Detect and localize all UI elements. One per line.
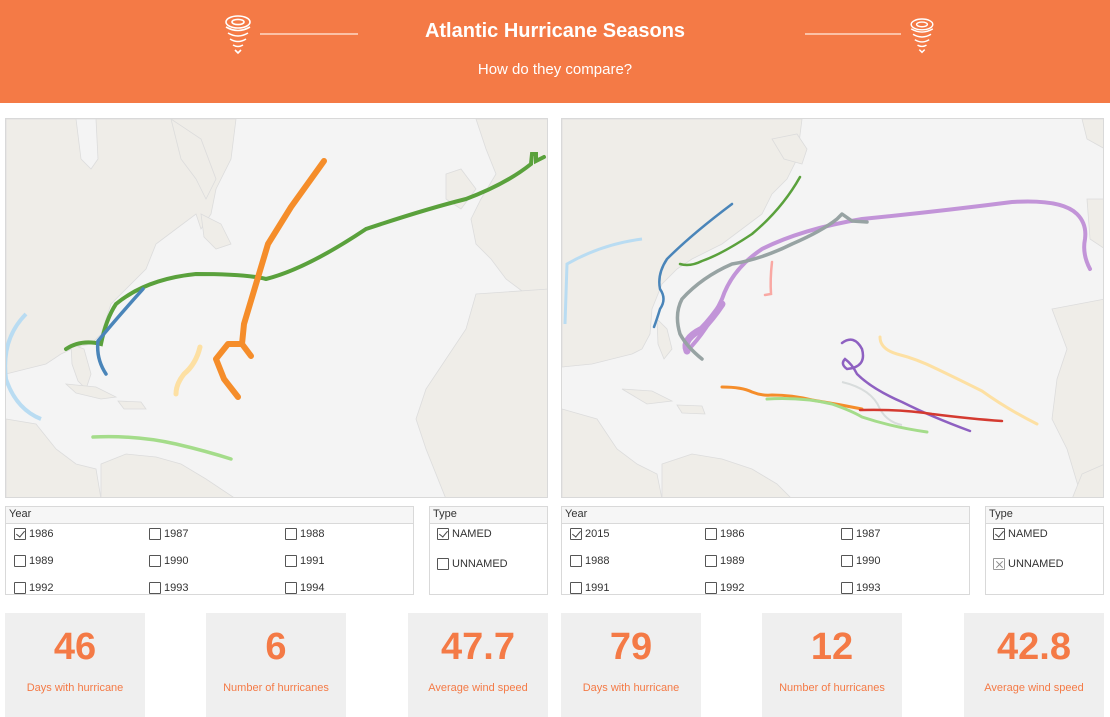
hurricane-map-right[interactable]	[561, 118, 1104, 498]
checkbox[interactable]	[285, 528, 297, 540]
checkbox[interactable]	[149, 528, 161, 540]
year-filter-label: Year	[6, 507, 413, 524]
type-option-unnamed[interactable]: UNNAMED	[437, 557, 508, 571]
stat-label: Days with hurricane	[582, 682, 680, 694]
year-option-2015[interactable]: 2015	[570, 527, 609, 541]
track-red	[858, 408, 1004, 423]
checkbox[interactable]	[149, 555, 161, 567]
page-subtitle: How do they compare?	[477, 61, 633, 78]
header-rule-right	[805, 33, 901, 35]
year-filter-right: Year 2015 1986 1987 1988 1989 1990 1991 …	[561, 506, 970, 595]
year-option-1987[interactable]: 1987	[841, 527, 880, 541]
track-gray	[675, 212, 869, 361]
checkbox-excluded[interactable]	[993, 558, 1005, 570]
checkbox[interactable]	[570, 528, 582, 540]
year-option-1991[interactable]: 1991	[570, 581, 609, 595]
hurricane-map-left[interactable]	[5, 118, 548, 498]
header-banner: Atlantic Hurricane Seasons How do they c…	[0, 0, 1110, 103]
stat-count-left: 6 Number of hurricanes	[206, 613, 346, 717]
checkbox[interactable]	[841, 528, 853, 540]
header-rule-left	[260, 33, 358, 35]
type-option-named[interactable]: NAMED	[437, 527, 492, 541]
track-lightgray	[841, 381, 903, 426]
year-option-1987[interactable]: 1987	[149, 527, 188, 541]
tornado-icon	[225, 15, 251, 55]
stat-wind-right: 42.8 Average wind speed	[964, 613, 1104, 717]
stat-label: Average wind speed	[428, 682, 528, 694]
type-filter-left: Type NAMED UNNAMED	[429, 506, 548, 595]
track-lavender	[685, 199, 1092, 353]
stat-label: Number of hurricanes	[223, 682, 329, 694]
year-option-1991[interactable]: 1991	[285, 554, 324, 568]
land	[6, 119, 547, 497]
checkbox[interactable]	[437, 558, 449, 570]
track-lightgreen	[765, 397, 929, 434]
year-option-1990[interactable]: 1990	[149, 554, 188, 568]
checkbox[interactable]	[570, 555, 582, 567]
checkbox[interactable]	[437, 528, 449, 540]
track-lightgreen	[91, 434, 233, 461]
stat-days-right: 79 Days with hurricane	[561, 613, 701, 717]
land	[562, 119, 1103, 497]
checkbox[interactable]	[14, 555, 26, 567]
track-blue	[652, 202, 734, 329]
track-lightblue	[6, 312, 42, 421]
type-option-named[interactable]: NAMED	[993, 527, 1048, 541]
stat-value: 47.7	[441, 626, 515, 668]
stat-label: Days with hurricane	[26, 682, 124, 694]
stat-days-left: 46 Days with hurricane	[5, 613, 145, 717]
type-option-unnamed[interactable]: UNNAMED	[993, 557, 1064, 571]
checkbox[interactable]	[14, 528, 26, 540]
tornado-icon	[910, 18, 934, 54]
track-paleyellow	[173, 344, 203, 397]
checkbox[interactable]	[841, 555, 853, 567]
type-filter-right: Type NAMED UNNAMED	[985, 506, 1104, 595]
track-green	[678, 175, 802, 267]
checkbox[interactable]	[705, 555, 717, 567]
year-option-1993[interactable]: 1993	[149, 581, 188, 595]
stat-value: 46	[53, 626, 97, 668]
checkbox[interactable]	[149, 582, 161, 594]
stat-value: 6	[265, 626, 287, 668]
checkbox[interactable]	[14, 582, 26, 594]
year-option-1993[interactable]: 1993	[841, 581, 880, 595]
year-option-1992[interactable]: 1992	[705, 581, 744, 595]
track-lightblue	[563, 237, 643, 325]
track-pink	[763, 260, 774, 297]
track-orange	[213, 158, 327, 400]
stat-count-right: 12 Number of hurricanes	[762, 613, 902, 717]
track-purple	[840, 338, 972, 433]
track-green	[64, 152, 546, 351]
checkbox[interactable]	[285, 555, 297, 567]
track-paleyellow	[878, 335, 1039, 426]
year-option-1988[interactable]: 1988	[285, 527, 324, 541]
checkbox[interactable]	[285, 582, 297, 594]
type-filter-label: Type	[986, 507, 1103, 524]
stat-value: 79	[609, 626, 653, 668]
type-filter-label: Type	[430, 507, 547, 524]
stat-label: Average wind speed	[984, 682, 1084, 694]
year-option-1986[interactable]: 1986	[705, 527, 744, 541]
checkbox[interactable]	[570, 582, 582, 594]
stat-value: 42.8	[997, 626, 1071, 668]
checkbox[interactable]	[841, 582, 853, 594]
year-option-1989[interactable]: 1989	[705, 554, 744, 568]
year-option-1992[interactable]: 1992	[14, 581, 53, 595]
track-blue	[95, 287, 145, 376]
checkbox[interactable]	[705, 582, 717, 594]
year-option-1989[interactable]: 1989	[14, 554, 53, 568]
year-option-1986[interactable]: 1986	[14, 527, 53, 541]
checkbox[interactable]	[705, 528, 717, 540]
page-title: Atlantic Hurricane Seasons	[424, 20, 686, 42]
year-option-1990[interactable]: 1990	[841, 554, 880, 568]
year-option-1994[interactable]: 1994	[285, 581, 324, 595]
year-filter-label: Year	[562, 507, 969, 524]
stat-value: 12	[810, 626, 854, 668]
year-option-1988[interactable]: 1988	[570, 554, 609, 568]
year-filter-left: Year 1986 1987 1988 1989 1990 1991 1992 …	[5, 506, 414, 595]
checkbox[interactable]	[993, 528, 1005, 540]
stat-wind-left: 47.7 Average wind speed	[408, 613, 548, 717]
stat-label: Number of hurricanes	[779, 682, 885, 694]
